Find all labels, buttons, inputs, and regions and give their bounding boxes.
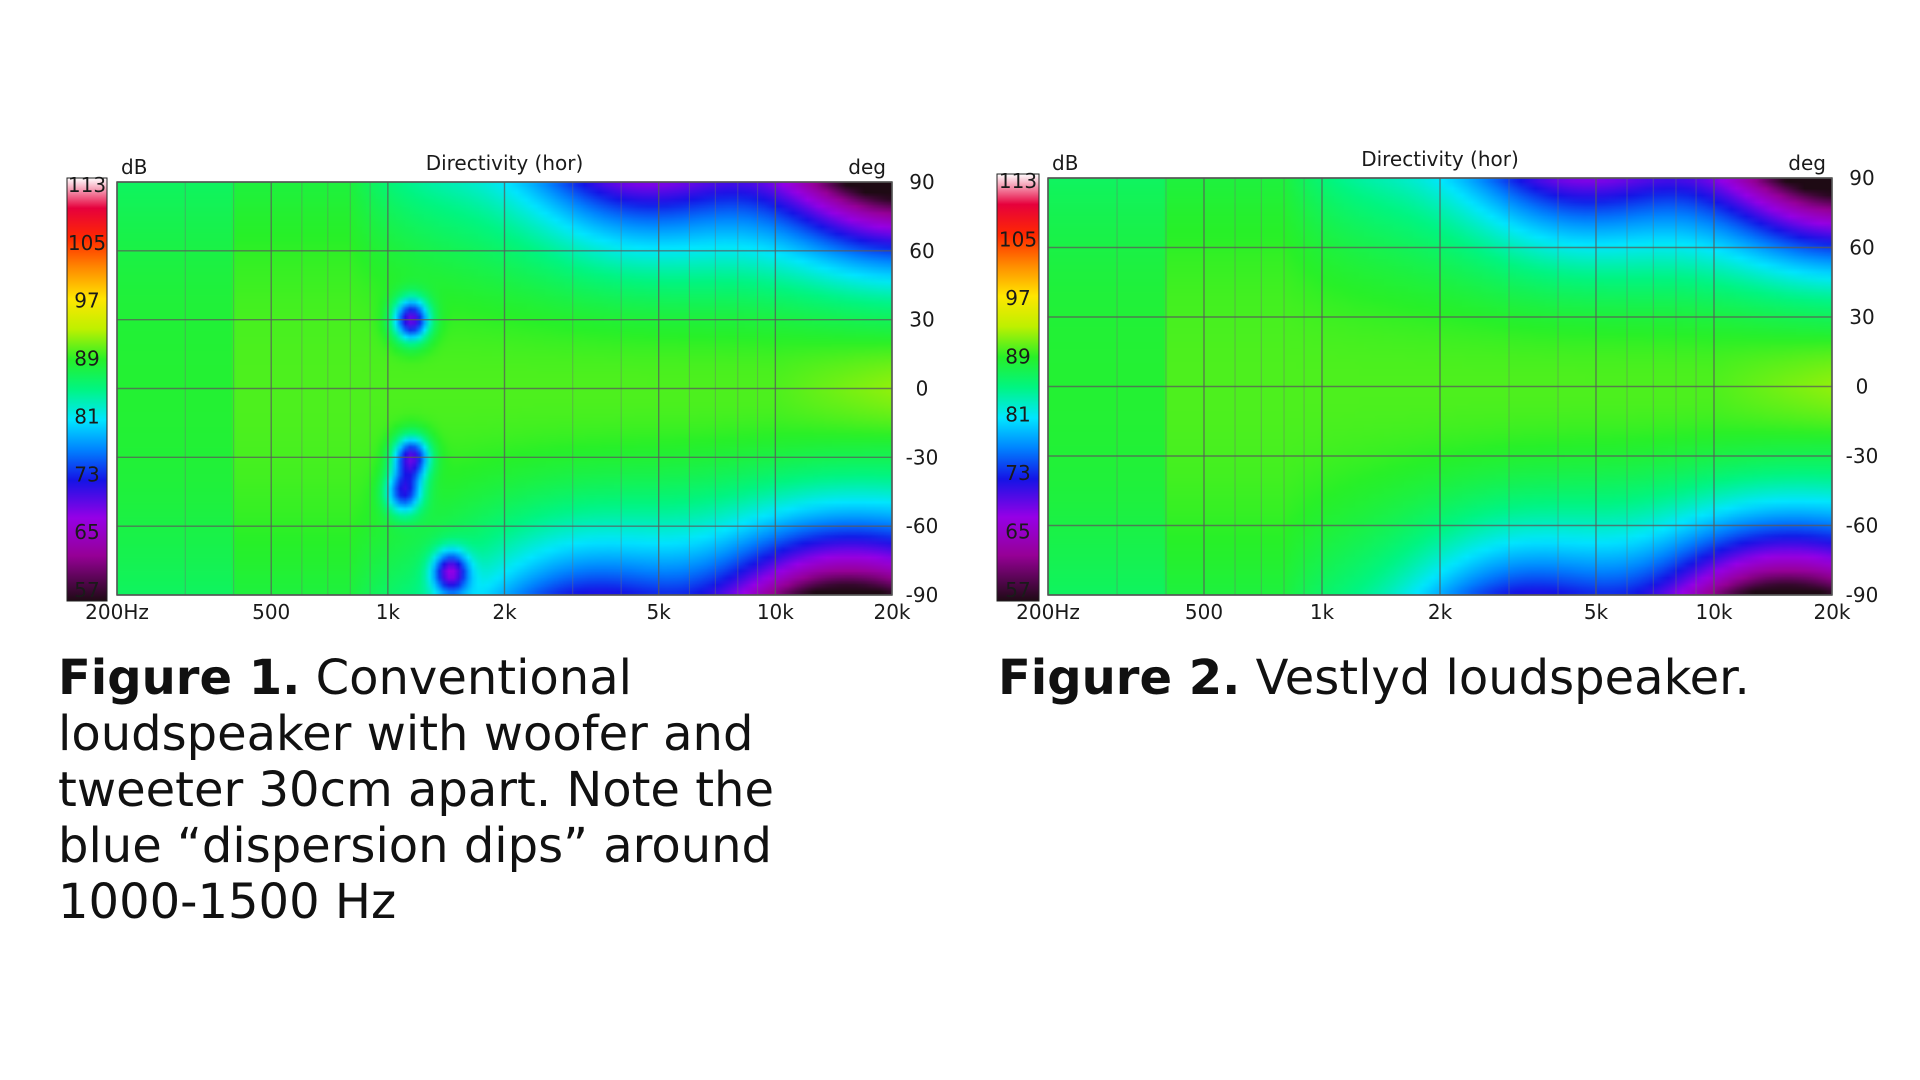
y-tick-label: -90	[1846, 583, 1879, 607]
y-tick-label: -30	[906, 445, 939, 469]
y-axis-unit-label: deg	[848, 155, 886, 179]
colorbar-tick-label: 105	[999, 227, 1037, 251]
colorbar-tick-label: 73	[1005, 461, 1030, 485]
plot-frame	[1047, 177, 1833, 596]
y-tick-label: 30	[909, 308, 934, 332]
y-tick-label: 90	[1849, 166, 1874, 190]
colorbar-tick-label: 57	[74, 578, 99, 602]
y-tick-label: 60	[1849, 236, 1874, 260]
x-tick-label: 2k	[1428, 600, 1453, 624]
x-tick-label: 2k	[492, 600, 517, 624]
x-tick-label: 500	[252, 600, 290, 624]
directivity-chart-1: 113 105 97 89 81 73 65 57 dB Directivity (hor) deg…	[66, 151, 939, 624]
plot-frame	[116, 181, 893, 596]
figure-1-caption-line: tweeter 30cm apart. Note the	[58, 762, 774, 818]
y-tick-label: -30	[1846, 444, 1879, 468]
figure-2-caption-line: Vestlyd loudspeaker.	[1255, 650, 1750, 706]
y-axis-unit-label: deg	[1788, 151, 1826, 175]
colorbar-tick-label: 113	[999, 169, 1037, 193]
x-tick-label: 1k	[1310, 600, 1335, 624]
figure-1-caption-line: 1000-1500 Hz	[58, 874, 397, 930]
x-tick-label: 200Hz	[1016, 600, 1080, 624]
colorbar-tick-label: 57	[1005, 578, 1030, 602]
figure-1-caption-line: loudspeaker with woofer and	[58, 706, 754, 762]
figure-2-caption: Figure 2. Vestlyd loudspeaker.	[998, 650, 1878, 706]
chart-title: Directivity (hor)	[1361, 147, 1519, 171]
figure-1-caption: Figure 1. Conventional loudspeaker with …	[58, 650, 878, 930]
figure-2-label: Figure 2.	[998, 650, 1241, 706]
figure-1-caption-line: Conventional	[315, 650, 632, 706]
chart-title: Directivity (hor)	[426, 151, 584, 175]
colorbar-tick-label: 89	[74, 347, 99, 371]
x-tick-label: 20k	[1813, 600, 1850, 624]
colorbar-unit-label: dB	[1052, 151, 1078, 175]
y-tick-label: 0	[1856, 375, 1869, 399]
x-tick-label: 1k	[376, 600, 401, 624]
y-tick-label: 30	[1849, 305, 1874, 329]
colorbar-tick-label: 81	[74, 404, 99, 428]
colorbar-tick-label: 97	[74, 289, 99, 313]
y-tick-label: -60	[906, 514, 939, 538]
y-tick-label: 90	[909, 170, 934, 194]
x-tick-label: 5k	[647, 600, 672, 624]
y-tick-label: 60	[909, 239, 934, 263]
x-tick-label: 20k	[873, 600, 910, 624]
colorbar	[66, 177, 108, 602]
y-tick-label: -60	[1846, 514, 1879, 538]
colorbar-tick-label: 105	[68, 231, 106, 255]
y-tick-label: -90	[906, 583, 939, 607]
colorbar-tick-label: 81	[1005, 403, 1030, 427]
figure-1-label: Figure 1.	[58, 650, 301, 706]
x-tick-label: 10k	[1695, 600, 1732, 624]
colorbar-tick-label: 65	[74, 520, 99, 544]
x-tick-label: 10k	[757, 600, 794, 624]
colorbar-tick-label: 113	[68, 173, 106, 197]
x-tick-label: 200Hz	[85, 600, 149, 624]
colorbar-tick-label: 89	[1005, 344, 1030, 368]
y-tick-label: 0	[916, 377, 929, 401]
colorbar-tick-label: 73	[74, 462, 99, 486]
x-tick-label: 5k	[1584, 600, 1609, 624]
colorbar-tick-label: 97	[1005, 286, 1030, 310]
colorbar-tick-label: 65	[1005, 520, 1030, 544]
colorbar-unit-label: dB	[121, 155, 147, 179]
x-tick-label: 500	[1185, 600, 1223, 624]
figure-1-caption-line: blue “dispersion dips” around	[58, 818, 772, 874]
directivity-chart-2: 113 105 97 89 81 73 65 57 dB Directivity (hor) deg…	[996, 147, 1879, 624]
colorbar	[996, 173, 1040, 602]
